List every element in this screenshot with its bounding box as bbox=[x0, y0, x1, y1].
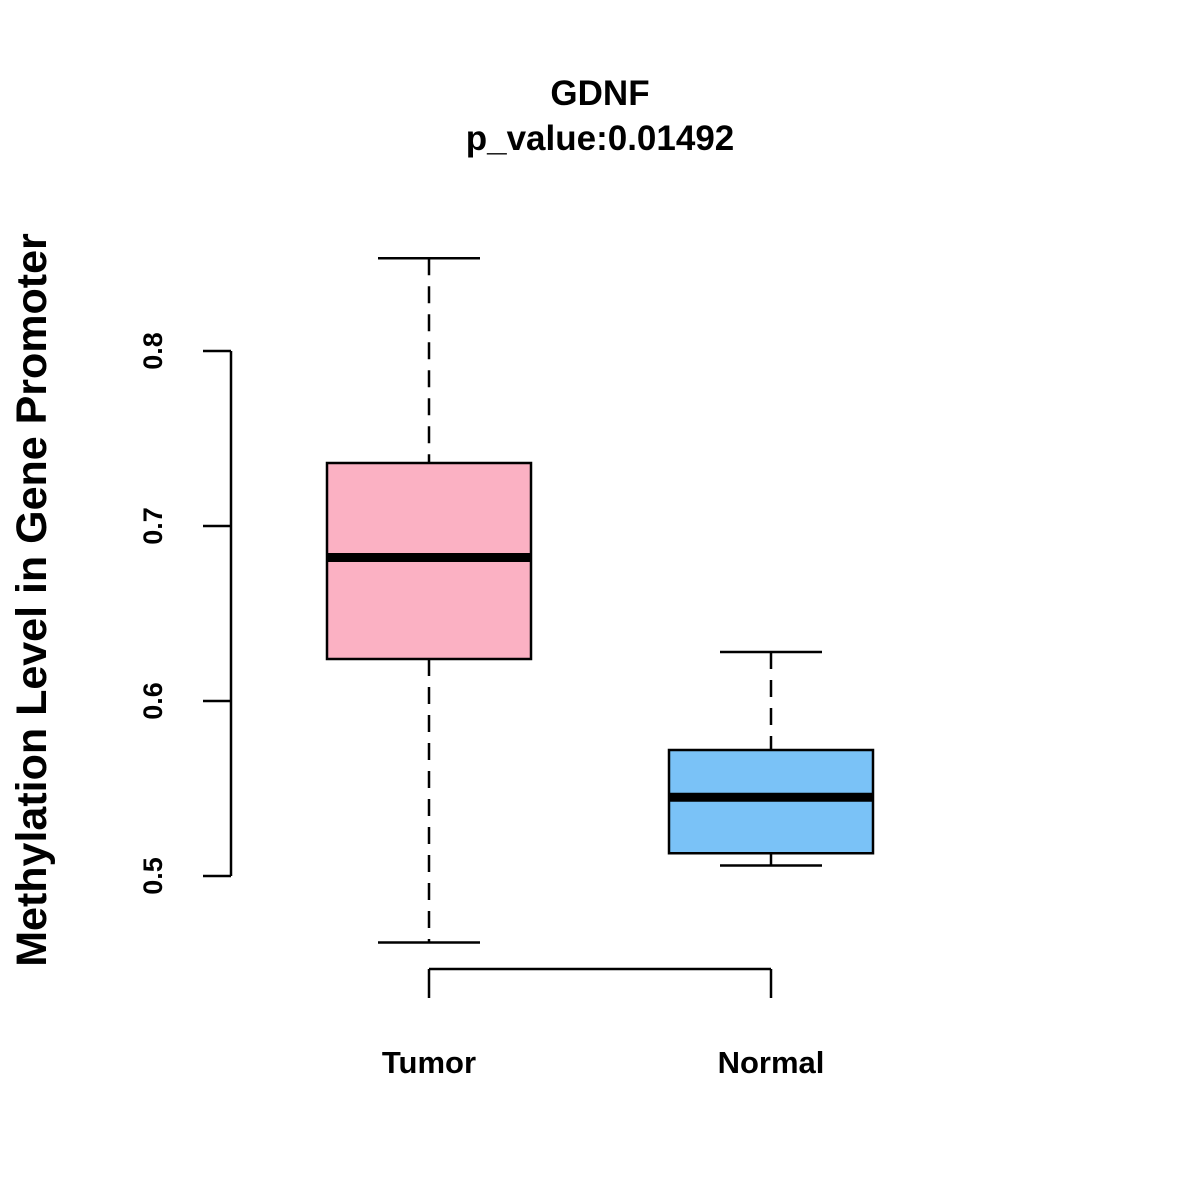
box-normal bbox=[667, 650, 875, 867]
x-axis: Tumor Normal bbox=[382, 967, 825, 1080]
y-tick-label: 0.7 bbox=[138, 507, 168, 545]
x-tick-label: Normal bbox=[718, 1045, 825, 1080]
y-tick-label: 0.5 bbox=[138, 857, 168, 895]
chart-title: GDNF bbox=[550, 74, 649, 113]
y-axis-label: Methylation Level in Gene Promoter bbox=[8, 233, 56, 967]
y-tick-label: 0.6 bbox=[138, 682, 168, 720]
y-tick-label: 0.8 bbox=[138, 332, 168, 370]
y-axis: 0.5 0.6 0.7 0.8 bbox=[138, 332, 233, 895]
chart-subtitle: p_value:0.01492 bbox=[466, 119, 735, 158]
x-tick-label: Tumor bbox=[382, 1045, 476, 1080]
boxes-layer bbox=[325, 257, 875, 944]
box-tumor bbox=[325, 257, 533, 944]
